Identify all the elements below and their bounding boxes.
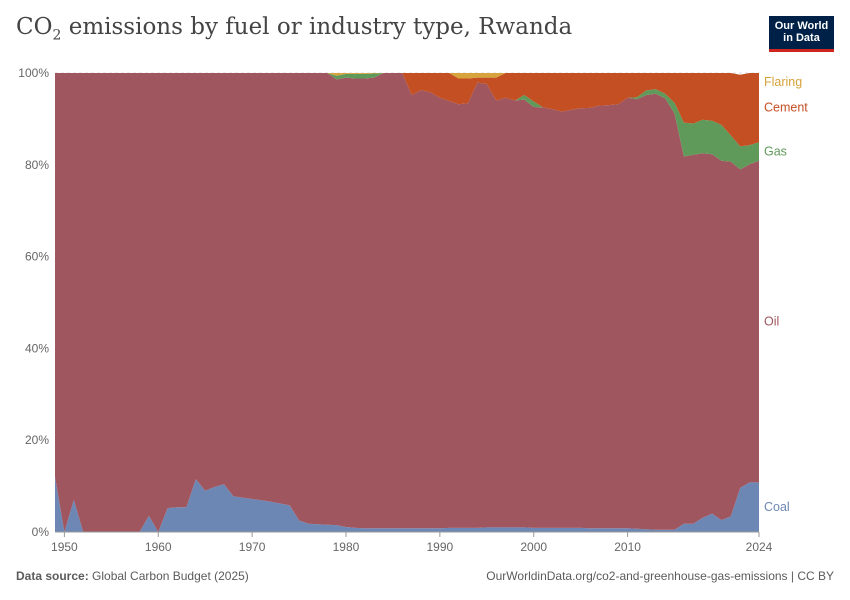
title-rest: emissions by fuel or industry type, Rwan… <box>61 14 573 40</box>
x-tick-label: 1990 <box>427 540 454 554</box>
chart-title: CO2 emissions by fuel or industry type, … <box>16 14 572 44</box>
series-labels: Flaring Cement Gas Oil Coal <box>764 75 808 514</box>
y-tick-label: 0% <box>32 525 50 539</box>
title-subscript: 2 <box>52 27 62 44</box>
data-source: Data source: Global Carbon Budget (2025) <box>16 569 249 583</box>
x-tick-label: 2024 <box>746 540 773 554</box>
series-label-oil[interactable]: Oil <box>764 315 779 329</box>
title-text: CO <box>16 14 53 40</box>
x-tick-label: 1980 <box>333 540 360 554</box>
series-label-cement[interactable]: Cement <box>764 101 808 115</box>
x-tick-label: 2010 <box>614 540 641 554</box>
y-tick-label: 100% <box>18 66 49 80</box>
series-area-coal[interactable] <box>55 476 759 532</box>
x-axis: 1950 1960 1970 1980 1990 2000 2010 2024 <box>51 531 773 554</box>
series-label-coal[interactable]: Coal <box>764 500 790 514</box>
logo-accent-bar <box>769 49 834 52</box>
x-tick-label: 1950 <box>51 540 78 554</box>
y-tick-label: 20% <box>25 433 49 447</box>
series-label-gas[interactable]: Gas <box>764 144 787 158</box>
owid-logo[interactable]: Our World in Data <box>769 16 834 52</box>
y-tick-label: 60% <box>25 250 49 264</box>
data-source-text[interactable]: Global Carbon Budget (2025) <box>88 569 249 583</box>
x-tick-label: 1970 <box>239 540 266 554</box>
x-tick-label: 1960 <box>145 540 172 554</box>
series-area-cement[interactable] <box>55 73 759 147</box>
y-axis: 0% 20% 40% 60% 80% 100% <box>18 66 49 539</box>
series-areas[interactable] <box>55 73 759 532</box>
y-tick-label: 80% <box>25 158 49 172</box>
source-url[interactable]: OurWorldinData.org/co2-and-greenhouse-ga… <box>486 569 834 583</box>
logo-line-2: in Data <box>783 32 820 44</box>
x-tick-label: 2000 <box>520 540 547 554</box>
series-label-flaring[interactable]: Flaring <box>764 75 802 89</box>
y-tick-label: 40% <box>25 341 49 355</box>
data-source-label: Data source: <box>16 569 89 583</box>
logo-line-1: Our World <box>774 20 829 32</box>
series-area-oil[interactable] <box>55 73 759 532</box>
